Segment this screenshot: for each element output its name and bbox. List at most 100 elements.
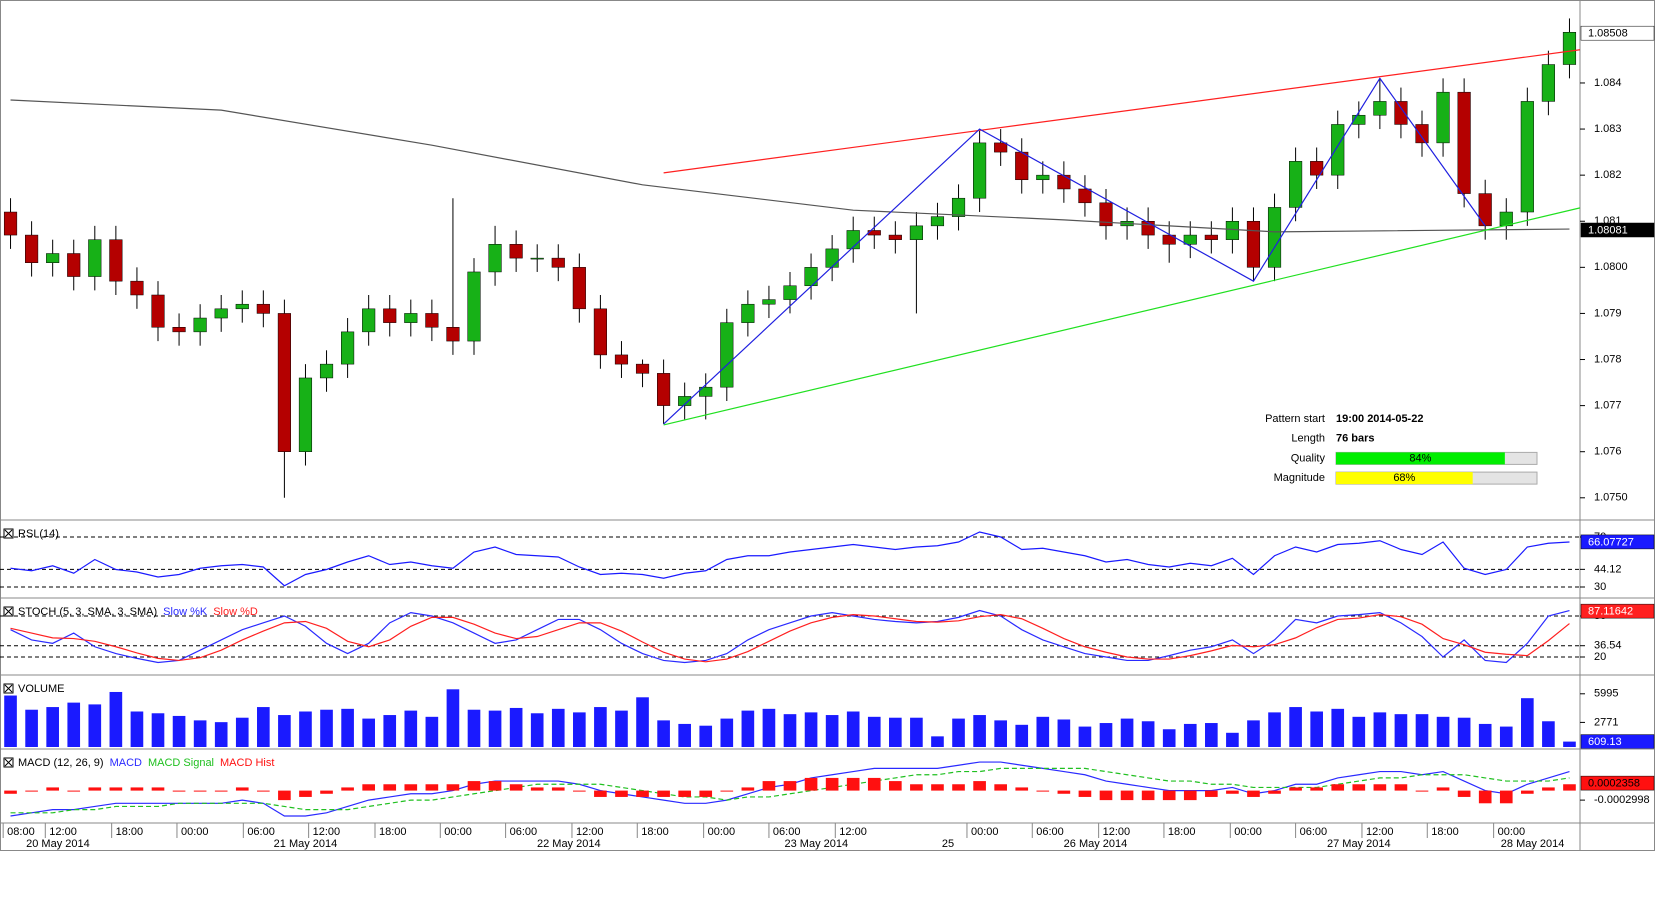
x-tick-label: 18:00 [116,826,144,838]
hist-bar [636,790,649,797]
candle-body [362,308,376,333]
hist-bar [867,777,881,791]
hist-bar [804,777,818,791]
hist-bar [172,790,186,792]
candle-body [1310,161,1324,176]
hist-bar [446,784,460,791]
volume-bar [657,720,670,747]
pattern-bar [1336,472,1473,485]
volume-bar [109,691,123,747]
candle-body [909,225,923,240]
x-tick-label: 00:00 [444,826,472,838]
hist-bar [1015,787,1029,791]
pattern-label: Length [1291,433,1325,445]
volume-bar [1015,724,1029,747]
hist-bar [889,781,902,791]
candle-body [1331,124,1345,176]
x-tick-label: 12:00 [49,826,77,838]
hist-bar [1205,790,1218,797]
hist-bar [1057,790,1071,794]
volume-bar [762,708,776,747]
hist-bar [362,784,375,791]
x-tick-label: 06:00 [510,826,538,838]
volume-bar [1099,723,1113,747]
volume-bar [741,710,755,747]
volume-bar [1226,732,1239,747]
date-label: 27 May 2014 [1327,838,1391,850]
x-tick-label: 00:00 [1498,826,1526,838]
hist-bar [1078,790,1092,797]
indicator-line [10,767,1570,814]
volume-bar [446,689,460,747]
candle-body [277,313,291,452]
hist-bar [67,790,81,792]
volume-bar [1331,708,1345,747]
date-label: 23 May 2014 [785,838,849,850]
candle-body [404,313,418,323]
volume-bar [804,712,818,747]
y-tick-label: 1.0800 [1594,261,1628,273]
x-tick-label: 06:00 [1300,826,1328,838]
hist-bar [1457,790,1471,797]
volume-bar [130,711,144,747]
volume-bar [467,709,481,747]
hist-bar [1352,784,1366,791]
hist-bar [1268,790,1281,794]
panel-toggle-x [4,607,13,616]
y-tick-label: 1.076 [1594,446,1622,458]
volume-bar [320,709,333,747]
date-label: 26 May 2014 [1064,838,1128,850]
hist-bar [509,784,523,791]
x-tick-label: 18:00 [1168,826,1196,838]
date-label: 25 [942,838,954,850]
volume-bar [46,707,59,747]
volume-bar [299,711,312,747]
x-tick-label: 00:00 [971,826,999,838]
x-tick-label: 18:00 [641,826,669,838]
volume-bar [973,715,986,747]
hist-bar [320,790,333,794]
candle-body [130,280,144,296]
volume-bar [1499,726,1513,747]
candle-body [530,257,544,260]
hist-bar [1478,790,1492,804]
candle-body [214,308,228,319]
volume-bar [1183,723,1197,747]
y-tick-label: 20 [1594,651,1606,663]
volume-bar [151,713,165,747]
volume-bar [1141,721,1155,747]
candle-body [425,313,439,328]
candle-body [825,248,839,268]
hist-bar [530,787,544,791]
hist-bar [846,777,860,791]
volume-bar [994,720,1007,747]
candle-body [256,303,270,314]
hist-bar [1141,790,1155,801]
y-tick-label: 1.083 [1594,123,1622,135]
date-label: 22 May 2014 [537,838,601,850]
y-tick-label: 1.078 [1594,353,1622,365]
candle-body [1078,188,1092,204]
hist-bar [1331,784,1345,791]
y-tick-label: 1.079 [1594,307,1622,319]
volume-bar [889,717,902,747]
value-box [1580,534,1655,550]
value-box-label: 609.13 [1588,736,1622,748]
volume-bar [1036,716,1050,747]
volume-bar [278,715,291,747]
hist-bar [1521,790,1534,794]
candle-body [1562,32,1577,65]
x-tick-label: 00:00 [708,826,736,838]
volume-bar [1394,714,1408,747]
volume-bar [594,707,607,747]
volume-bar [678,723,691,747]
candle-body [1225,220,1239,240]
hist-bar [762,781,776,791]
pattern-bar [1336,452,1505,465]
y-tick-label: 36.54 [1594,640,1622,652]
panel-title: RSI (14) [18,528,59,540]
volume-bar [783,714,797,747]
hist-bar [678,790,691,797]
volume-bar [1373,712,1387,747]
value-box [1580,25,1655,41]
